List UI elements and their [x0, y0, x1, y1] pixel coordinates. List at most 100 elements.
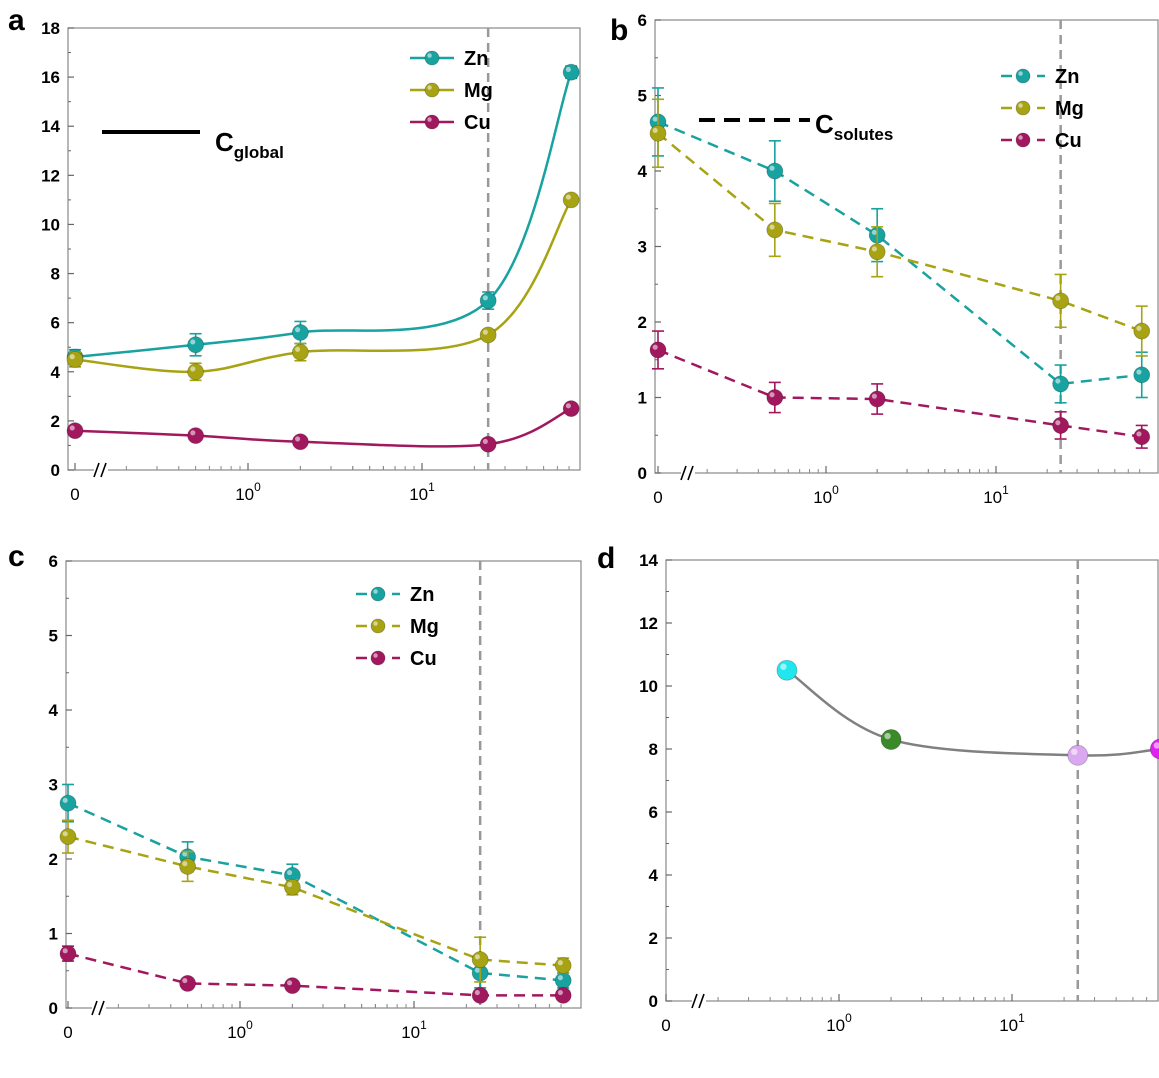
series-line — [786, 669, 1159, 757]
y-tick-label: 6 — [649, 803, 658, 822]
x-tick-exponent: 1 — [428, 480, 435, 494]
axis-break-slash — [680, 465, 687, 481]
data-point-highlight — [565, 194, 571, 200]
data-point — [66, 351, 84, 368]
reference-label: Cglobal — [215, 127, 284, 162]
series-Mg — [649, 98, 1151, 357]
panel-letter: b — [610, 14, 628, 47]
data-point-highlight — [557, 960, 563, 966]
legend-marker-highlight — [373, 621, 378, 626]
data-point — [59, 828, 77, 846]
data-point — [1052, 292, 1070, 310]
data-point-highlight — [565, 66, 571, 72]
data-point-highlight — [482, 438, 488, 444]
y-tick-label: 4 — [51, 363, 61, 382]
data-point-highlight — [1136, 369, 1142, 375]
y-tick-label: 18 — [41, 19, 60, 38]
data-point-highlight — [295, 346, 301, 352]
legend-label: Zn — [464, 48, 488, 70]
data-point — [179, 975, 197, 992]
data-point — [562, 191, 580, 209]
data-point-highlight — [557, 989, 563, 996]
data-point-highlight — [565, 403, 571, 409]
legend-marker-highlight — [427, 53, 432, 58]
data-point — [471, 951, 489, 968]
series-Zn — [66, 63, 580, 366]
data-point-highlight — [871, 229, 877, 235]
series-line — [74, 407, 572, 448]
data-point — [766, 162, 784, 180]
legend-marker — [370, 586, 386, 602]
legend-marker — [1015, 100, 1031, 116]
data-point — [554, 972, 572, 989]
x-tick-label: 0 — [661, 1016, 670, 1035]
data-point-highlight — [769, 392, 775, 398]
data-point — [66, 422, 84, 440]
legend-label: Mg — [1055, 98, 1084, 120]
data-point-highlight — [652, 116, 658, 122]
legend-marker — [1015, 132, 1031, 148]
y-tick-label: 1 — [638, 389, 647, 408]
data-point-highlight — [474, 954, 480, 960]
legend: Zn Mg Cu — [356, 584, 439, 670]
data-point-highlight — [62, 831, 68, 837]
data-point — [562, 63, 580, 81]
data-point-highlight — [1071, 748, 1078, 755]
panel-letter: c — [8, 540, 25, 573]
legend: Zn Mg Cu — [1001, 66, 1084, 152]
y-tick-label: 6 — [49, 552, 58, 571]
x-tick-exponent: 0 — [845, 1011, 852, 1025]
y-tick-label: 0 — [51, 461, 60, 480]
y-tick-label: 14 — [41, 117, 60, 136]
axis-break-slash — [100, 462, 107, 478]
y-tick-label: 2 — [649, 929, 658, 948]
legend-marker-highlight — [1018, 103, 1023, 108]
data-point — [479, 326, 497, 344]
data-point-highlight — [871, 393, 877, 399]
axis-break-slash — [93, 462, 100, 478]
data-point — [1067, 744, 1089, 766]
legend-marker-highlight — [1018, 135, 1023, 140]
y-tick-label: 2 — [49, 850, 58, 869]
data-point — [562, 400, 580, 418]
x-tick-label: 101 — [409, 480, 435, 504]
x-tick-exponent: 1 — [1018, 1011, 1025, 1025]
data-point-highlight — [190, 430, 196, 436]
axis-break-slash — [98, 1000, 105, 1016]
legend-label: Cu — [1055, 130, 1082, 152]
series-Mg — [66, 191, 580, 382]
data-point — [554, 957, 572, 974]
x-tick-label: 100 — [826, 1011, 852, 1035]
plot-frame — [65, 560, 582, 1009]
data-point-highlight — [182, 978, 188, 984]
x-tick-label: 100 — [813, 483, 839, 507]
plot-frame — [665, 559, 1159, 1002]
y-tick-label: 0 — [49, 999, 58, 1018]
data-point-highlight — [884, 732, 891, 740]
y-tick-label: 8 — [51, 265, 60, 284]
data-point-highlight — [182, 861, 188, 867]
data-point — [187, 363, 205, 381]
x-tick-exponent: 1 — [420, 1018, 427, 1032]
series-line — [657, 348, 1142, 438]
x-tick-label: 100 — [227, 1018, 253, 1042]
x-tick-label: 101 — [999, 1011, 1025, 1035]
data-point-highlight — [1055, 378, 1061, 384]
y-tick-label: 6 — [638, 11, 647, 30]
data-point — [179, 858, 197, 875]
data-point — [187, 427, 205, 445]
data-point — [187, 336, 205, 354]
data-point-highlight — [652, 344, 658, 350]
series-Mg — [59, 819, 572, 983]
data-point — [649, 341, 667, 359]
x-tick-label: 0 — [63, 1023, 72, 1042]
data-point-highlight — [652, 127, 658, 134]
data-point-highlight — [1136, 325, 1142, 331]
series-Cu — [59, 945, 572, 1004]
data-point-highlight — [62, 797, 68, 803]
data-point-highlight — [287, 881, 293, 888]
series-line — [67, 952, 564, 997]
data-point-highlight — [1153, 742, 1159, 749]
plot-frame — [654, 19, 1159, 474]
y-tick-label: 0 — [649, 992, 658, 1011]
